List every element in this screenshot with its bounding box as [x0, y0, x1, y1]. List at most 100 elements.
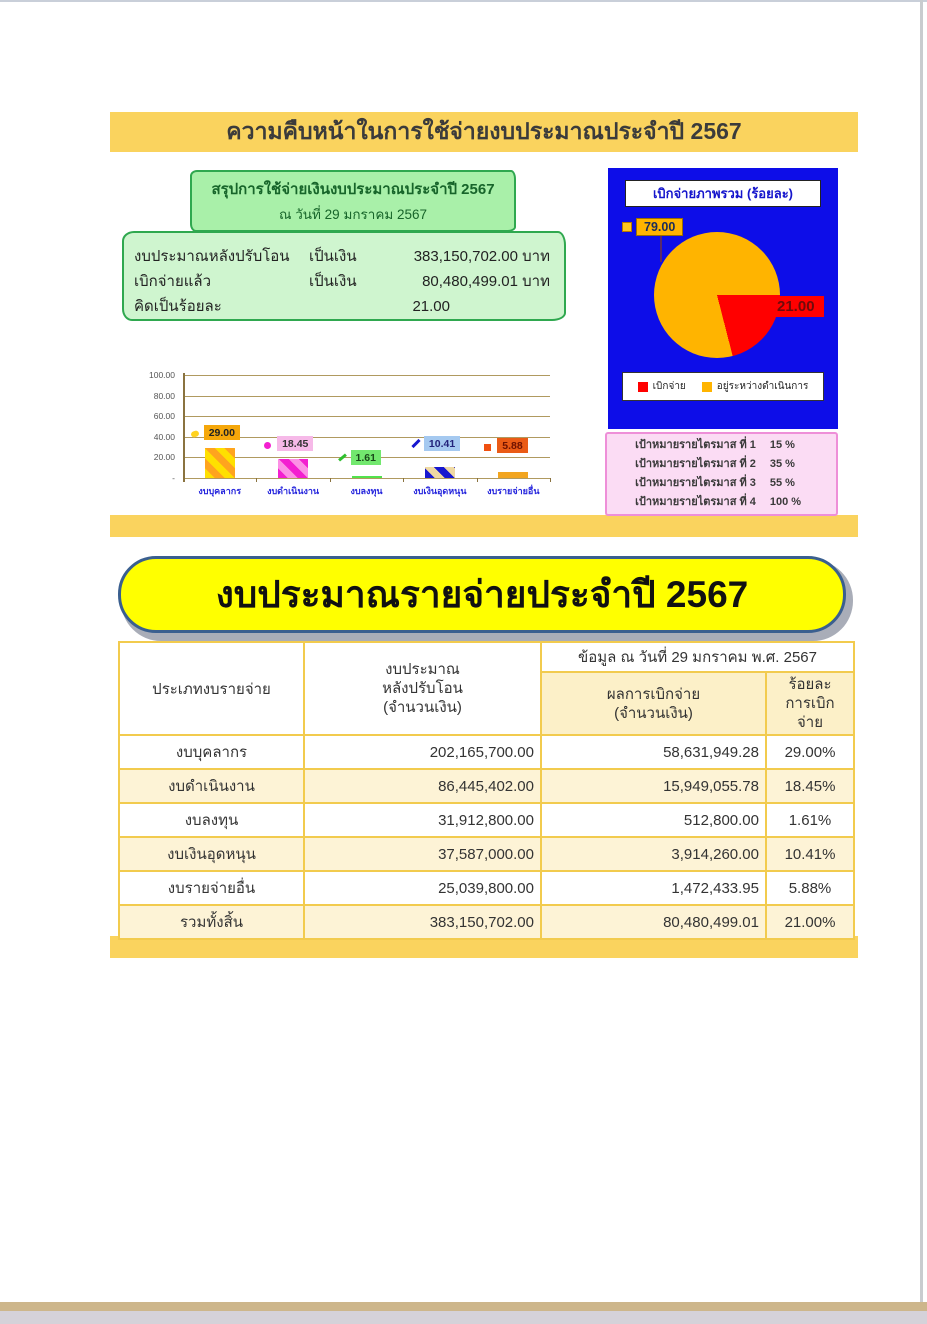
pie-label-remaining: 79.00 — [622, 218, 684, 236]
bar-3 — [351, 476, 382, 478]
section-title: งบประมาณรายจ่ายประจำปี 2567 — [118, 556, 846, 633]
bar-series-marker-icon — [484, 444, 492, 451]
summary-row: งบประมาณหลังปรับโอน เป็นเงิน 383,150,702.0… — [124, 244, 564, 269]
y-axis-tick-label: 20.00 — [153, 452, 175, 463]
y-axis-line — [183, 373, 185, 482]
yellow-divider-bottom — [110, 936, 858, 958]
summary-row-label: เบิกจ่ายแล้ว — [134, 273, 212, 290]
cell-category: งบบุคลากร — [118, 734, 305, 770]
y-axis-tick-label: 100.00 — [149, 370, 175, 380]
table-row: งบดำเนินงาน 86,445,402.00 15,949,055.78 18.… — [118, 768, 855, 804]
y-axis-tick-label: 40.00 — [153, 431, 175, 442]
legend-item: อยู่ระหว่างดำเนินการ — [701, 379, 809, 394]
pie-label-remaining-value: 79.00 — [636, 218, 684, 236]
banner-title-text: ความคืบหน้าในการใช้จ่ายงบประมาณประจำปี 2… — [226, 118, 742, 144]
table-row: งบลงทุน 31,912,800.00 512,800.00 1.61% — [118, 802, 855, 838]
cell-budget: 31,912,800.00 — [303, 802, 542, 838]
cell-disbursed: 15,949,055.78 — [540, 768, 767, 804]
bar-data-label: 29.00 — [203, 425, 240, 440]
milestone-value: 55 % — [769, 477, 795, 489]
milestone-value: 35 % — [769, 458, 795, 470]
cell-budget: 25,039,800.00 — [303, 870, 542, 906]
section-title-text: งบประมาณรายจ่ายประจำปี 2567 — [215, 574, 749, 615]
pie-label-disbursed: 21.00 — [768, 296, 824, 317]
summary-row-unit — [309, 294, 384, 319]
summary-row-value: 383,150,702.00 บาท — [413, 248, 550, 265]
x-axis-category-label: งบเงินอุดหนุน — [413, 486, 467, 496]
x-axis-category-label: งบบุคลากร — [198, 486, 242, 496]
cell-percent: 5.88% — [765, 870, 855, 906]
page-right-border — [920, 0, 923, 1324]
cell-category: งบเงินอุดหนุน — [118, 836, 305, 872]
header-disbursed: ผลการเบิกจ่าย (จำนวนเงิน) — [540, 671, 767, 736]
y-axis-tick-label: - — [172, 473, 175, 483]
cell-category: งบดำเนินงาน — [118, 768, 305, 804]
table-row: งบรายจ่ายอื่น 25,039,800.00 1,472,433.95 5.… — [118, 870, 855, 906]
yellow-divider-top — [110, 515, 858, 537]
cell-percent: 18.45% — [765, 768, 855, 804]
summary-header-line2: ณ วันที่ 29 มกราคม 2567 — [278, 207, 428, 222]
page-bottom-bar — [0, 1302, 927, 1311]
gridline — [183, 395, 550, 397]
summary-row-label: งบประมาณหลังปรับโอน — [134, 248, 290, 265]
bar-data-label: 1.61 — [350, 450, 381, 465]
summary-header-line1: สรุปการใช้จ่ายเงินงบประมาณประจำปี 2567 — [211, 181, 495, 198]
bar-2 — [278, 458, 309, 478]
summary-box: งบประมาณหลังปรับโอน เป็นเงิน 383,150,702.0… — [122, 231, 566, 321]
x-axis-tick — [183, 478, 184, 482]
bar-4 — [424, 467, 455, 478]
header-percent: ร้อยละ การเบิกจ่าย — [765, 671, 855, 736]
milestone-line: เป้าหมายรายไตรมาส ที่ 2 35 % — [635, 455, 808, 474]
table-row: งบเงินอุดหนุน 37,587,000.00 3,914,260.00 10… — [118, 836, 855, 872]
cell-disbursed: 58,631,949.28 — [540, 734, 767, 770]
x-axis-tick — [476, 478, 478, 482]
header-budget: งบประมาณ หลังปรับโอน (จำนวนเงิน) — [303, 641, 542, 736]
x-axis-tick — [329, 478, 331, 482]
header-data-date: ข้อมูล ณ วันที่ 29 มกราคม พ.ศ. 2567 — [540, 641, 855, 673]
milestone-line: เป้าหมายรายไตรมาส ที่ 4 100 % — [635, 493, 808, 512]
table-row: งบบุคลากร 202,165,700.00 58,631,949.28 29.0… — [118, 734, 855, 770]
milestone-label: เป้าหมายรายไตรมาส ที่ 2 — [635, 458, 756, 470]
y-axis-tick-label: 80.00 — [153, 390, 175, 401]
bar-chart: 100.00 80.00 60.00 40.00 20.00 - 29.00 งบบุคลาก… — [120, 368, 590, 508]
x-axis-category-label: งบรายจ่ายอื่น — [487, 486, 540, 496]
gridline — [183, 478, 550, 479]
table-row: รวมทั้งสิ้น 383,150,702.00 80,480,499.01 21… — [118, 904, 855, 940]
y-axis-tick-label: 60.00 — [153, 411, 175, 422]
pie-legend: เบิกจ่าย อยู่ระหว่างดำเนินการ — [622, 372, 824, 401]
bar-series-marker-icon — [264, 442, 272, 449]
milestone-label: เป้าหมายรายไตรมาส ที่ 3 — [635, 477, 756, 489]
milestone-line: เป้าหมายรายไตรมาส ที่ 1 15 % — [635, 436, 808, 455]
page-bottom-shadow — [0, 1311, 927, 1324]
cell-disbursed: 80,480,499.01 — [540, 904, 767, 940]
page-top-border — [0, 0, 927, 2]
x-axis-category-label: งบดำเนินงาน — [267, 486, 320, 496]
bar-1 — [204, 448, 235, 478]
summary-header-box: สรุปการใช้จ่ายเงินงบประมาณประจำปี 2567 ณ… — [190, 170, 516, 232]
x-axis-tick — [256, 478, 258, 482]
banner-title: ความคืบหน้าในการใช้จ่ายงบประมาณประจำปี 2… — [110, 112, 858, 152]
milestone-label: เป้าหมายรายไตรมาส ที่ 4 — [635, 496, 756, 508]
legend-item: เบิกจ่าย — [637, 379, 686, 394]
cell-category: รวมทั้งสิ้น — [118, 904, 305, 940]
cell-percent: 29.00% — [765, 734, 855, 770]
pie-chart — [654, 232, 780, 358]
cell-category: งบรายจ่ายอื่น — [118, 870, 305, 906]
bar-data-label: 10.41 — [423, 436, 461, 451]
summary-row-value: 21.00 — [412, 298, 450, 315]
bar-series-marker-icon — [411, 438, 421, 449]
milestone-line: เป้าหมายรายไตรมาส ที่ 3 55 % — [635, 474, 808, 493]
pie-panel: เบิกจ่ายภาพรวม (ร้อยละ) 79.00 21.00 เบิก… — [608, 168, 838, 429]
milestone-value: 100 % — [769, 496, 802, 508]
summary-row-value: 80,480,499.01 บาท — [422, 273, 550, 290]
cell-percent: 10.41% — [765, 836, 855, 872]
cell-budget: 383,150,702.00 — [303, 904, 542, 940]
quarterly-targets-box: เป้าหมายรายไตรมาส ที่ 1 15 % เป้าหมายรายไต… — [605, 432, 838, 516]
legend-label: อยู่ระหว่างดำเนินการ — [716, 381, 809, 392]
bar-data-label: 5.88 — [497, 438, 528, 453]
pie-title: เบิกจ่ายภาพรวม (ร้อยละ) — [625, 180, 821, 207]
header-category: ประเภทงบรายจ่าย — [118, 641, 305, 736]
x-axis-category-label: งบลงทุน — [350, 486, 383, 496]
budget-table: ประเภทงบรายจ่าย งบประมาณ หลังปรับโอน (จำ… — [118, 641, 855, 940]
